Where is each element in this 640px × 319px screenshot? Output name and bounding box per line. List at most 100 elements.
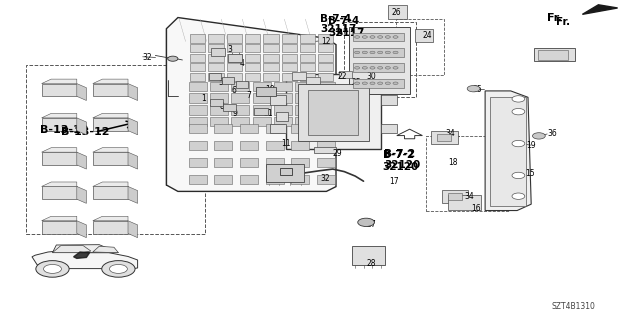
Bar: [291, 141, 309, 150]
Text: 8: 8: [220, 102, 224, 111]
Circle shape: [532, 133, 545, 139]
Circle shape: [385, 51, 390, 54]
Bar: [93, 118, 128, 131]
Bar: [266, 164, 304, 182]
Bar: [381, 95, 397, 105]
Text: 16: 16: [472, 204, 481, 213]
Bar: [291, 158, 309, 167]
Text: 1: 1: [202, 94, 206, 103]
Bar: [306, 77, 320, 84]
Polygon shape: [42, 79, 77, 84]
Bar: [253, 93, 271, 103]
Polygon shape: [42, 216, 77, 221]
Text: B-7-2: B-7-2: [383, 150, 414, 160]
Bar: [448, 193, 462, 200]
Circle shape: [393, 67, 398, 69]
Text: Fr.: Fr.: [547, 13, 562, 23]
Bar: [314, 147, 336, 153]
Circle shape: [362, 67, 367, 69]
Circle shape: [370, 51, 375, 54]
Bar: [282, 44, 297, 52]
Text: 28: 28: [367, 259, 376, 268]
Bar: [245, 63, 260, 71]
Bar: [93, 84, 128, 96]
Circle shape: [512, 140, 525, 147]
Circle shape: [168, 56, 178, 61]
Text: B-7-4: B-7-4: [320, 14, 351, 24]
Bar: [232, 82, 250, 91]
Bar: [227, 63, 242, 71]
Bar: [300, 73, 315, 81]
Circle shape: [370, 36, 375, 38]
Bar: [266, 175, 284, 184]
Bar: [227, 44, 242, 52]
Bar: [388, 5, 407, 19]
Bar: [245, 73, 260, 81]
Bar: [232, 117, 250, 126]
Circle shape: [355, 36, 360, 38]
Bar: [300, 44, 315, 52]
Circle shape: [393, 51, 398, 54]
Circle shape: [102, 261, 135, 277]
Bar: [296, 117, 314, 126]
Bar: [210, 82, 228, 91]
Circle shape: [393, 36, 398, 38]
Text: 36: 36: [547, 130, 557, 138]
Bar: [266, 158, 284, 167]
Bar: [189, 93, 207, 103]
Bar: [280, 168, 292, 175]
Bar: [291, 175, 309, 184]
Text: 9: 9: [232, 109, 237, 118]
Polygon shape: [582, 5, 618, 14]
Bar: [490, 97, 526, 206]
Text: 4: 4: [240, 59, 245, 68]
Text: 37: 37: [366, 220, 376, 229]
Bar: [253, 117, 271, 126]
Text: 30: 30: [366, 72, 376, 81]
Text: B-7-2: B-7-2: [384, 149, 415, 159]
Bar: [349, 27, 410, 94]
Bar: [266, 124, 284, 133]
Bar: [317, 117, 335, 126]
Text: B-13-12: B-13-12: [40, 125, 88, 135]
Circle shape: [36, 261, 69, 277]
Bar: [396, 19, 444, 75]
Text: 32120: 32120: [383, 162, 419, 173]
Bar: [236, 81, 248, 88]
Bar: [298, 84, 369, 141]
Bar: [276, 112, 288, 121]
Text: 15: 15: [525, 169, 534, 178]
Circle shape: [355, 67, 360, 69]
Text: 32: 32: [320, 174, 330, 183]
Circle shape: [44, 264, 61, 273]
Bar: [189, 117, 207, 126]
Text: 33: 33: [314, 114, 323, 122]
Bar: [190, 73, 205, 81]
Bar: [317, 82, 335, 91]
Circle shape: [378, 51, 383, 54]
Bar: [300, 63, 315, 71]
Bar: [42, 84, 77, 96]
Circle shape: [358, 218, 374, 226]
Polygon shape: [93, 79, 128, 84]
Text: 7: 7: [246, 91, 252, 100]
Bar: [292, 72, 306, 80]
Bar: [318, 44, 333, 52]
Circle shape: [370, 82, 375, 85]
Bar: [263, 44, 278, 52]
Bar: [245, 44, 260, 52]
Circle shape: [467, 85, 480, 92]
Polygon shape: [32, 250, 138, 271]
Polygon shape: [128, 186, 138, 204]
Bar: [353, 63, 404, 72]
Text: 35: 35: [472, 85, 482, 94]
Polygon shape: [166, 18, 336, 191]
Bar: [222, 77, 234, 84]
Circle shape: [370, 67, 375, 69]
Bar: [263, 63, 278, 71]
Bar: [214, 124, 232, 133]
Bar: [270, 124, 286, 133]
Polygon shape: [77, 118, 86, 135]
Polygon shape: [77, 152, 86, 169]
Bar: [437, 134, 451, 141]
